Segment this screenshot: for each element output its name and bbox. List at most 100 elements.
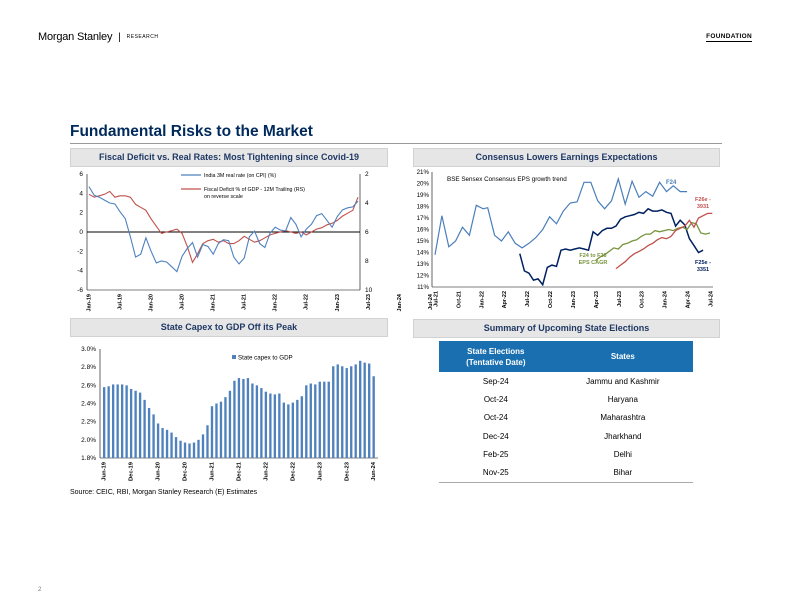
x-tick-label: Oct-21 [456, 291, 462, 308]
y2-tick-label: 4 [365, 200, 369, 207]
legend-label-deficit: on reverse scale [204, 194, 243, 200]
table-row: Sep-24 Jammu and Kashmir [439, 372, 693, 390]
legend-label-capex: State capex to GDP [238, 355, 293, 362]
x-tick-label: Dec-19 [129, 461, 135, 481]
capex-bar [251, 383, 254, 458]
capex-bar [125, 385, 128, 458]
state-name-cell: Bihar [552, 463, 693, 483]
table-row: Oct-24 Haryana [439, 390, 693, 408]
y-tick-label: 20% [417, 181, 430, 188]
y-tick-label: 2.8% [81, 364, 96, 371]
capex-bar [129, 388, 133, 458]
capex-bar [341, 366, 344, 458]
y2-tick-label: 10 [365, 287, 373, 294]
y-tick-label: 15% [417, 238, 430, 245]
y2-tick-label: 2 [365, 171, 369, 178]
state-name-cell: Jammu and Kashmir [586, 376, 660, 386]
x-tick-label: Apr-22 [502, 291, 508, 308]
panel-title-fiscal-deficit: Fiscal Deficit vs. Real Rates: Most Tigh… [70, 148, 388, 167]
series-line-f26 [615, 212, 713, 270]
y-tick-label: 11% [417, 284, 429, 291]
capex-bar [314, 384, 317, 458]
label-f24: F24 [666, 180, 677, 186]
x-tick-label: Apr-23 [594, 291, 600, 308]
capex-bar [309, 383, 312, 458]
capex-bar [237, 378, 241, 458]
x-tick-label: Jun-22 [263, 462, 269, 481]
x-tick-label: Jan-22 [273, 294, 279, 311]
election-date-cell: Sep-24 [482, 376, 509, 386]
x-tick-label: Jul-23 [366, 294, 372, 310]
fiscal-deficit-line [88, 190, 359, 264]
capex-bar [300, 396, 303, 458]
brand-name: Morgan Stanley [38, 31, 113, 43]
x-tick-label: Jun-23 [317, 461, 323, 480]
capex-bar [368, 363, 371, 458]
capex-bar [354, 364, 357, 458]
x-tick-label: Dec-20 [183, 462, 189, 481]
x-tick-label: Jul-21 [433, 291, 439, 307]
capex-bar [282, 402, 286, 458]
legend-swatch-capex [232, 355, 236, 359]
capex-bar [201, 434, 205, 458]
legend-label-real-rate: India 3M real rate (on CPI) (%) [204, 173, 276, 179]
capex-bar [255, 385, 259, 458]
y-tick-label: 2.0% [81, 437, 96, 444]
x-tick-label: Jul-22 [525, 291, 531, 307]
capex-bar [372, 376, 375, 458]
x-tick-label: Jul-23 [617, 291, 623, 307]
panel-title-state-capex: State Capex to GDP Off its Peak [70, 318, 388, 337]
capex-bar [179, 440, 182, 458]
series-line-f25 [519, 207, 704, 287]
label-f26: F26e - [695, 197, 711, 203]
election-date-cell: Feb-25 [483, 450, 509, 460]
y-tick-label: 1.8% [81, 455, 96, 462]
capex-bar [161, 428, 164, 458]
y-tick-label: 14% [417, 250, 430, 257]
capex-bar [107, 386, 110, 458]
capex-bar [152, 414, 155, 458]
label-f25: 3351 [697, 267, 709, 273]
x-tick-label: Jul-24 [708, 290, 714, 307]
capex-bar [291, 402, 294, 458]
capex-bar [111, 384, 115, 458]
x-tick-label: Jan-23 [571, 291, 577, 308]
col-header-date: State Elections (Tentative Date) [439, 341, 553, 372]
capex-bar [345, 368, 348, 458]
state-name-cell: Maharashtra [600, 413, 646, 423]
state-name-cell: Haryana [607, 395, 638, 405]
capex-bar [318, 381, 321, 458]
title-divider [70, 143, 722, 144]
x-tick-label: Jul-24 [428, 293, 434, 310]
x-tick-label: Jan-20 [149, 294, 155, 311]
state-elections-table: State Elections (Tentative Date) States S… [439, 341, 693, 483]
capex-bar [332, 366, 335, 458]
capex-bar [296, 399, 299, 458]
col-header-date-line: (Tentative Date) [466, 357, 526, 367]
label-f26: 3931 [697, 204, 709, 210]
col-header-states: States [552, 341, 693, 372]
y2-tick-label: 6 [365, 229, 369, 236]
capex-bar [336, 364, 339, 458]
y-tick-label: 19% [417, 192, 430, 199]
state-name-cell: Delhi [613, 450, 632, 460]
y-tick-label: -6 [77, 287, 83, 294]
y-tick-label: 3.0% [81, 346, 96, 353]
capex-bar [165, 429, 169, 458]
capex-bar [143, 399, 146, 458]
capex-bar [210, 406, 214, 458]
x-tick-label: Jun-19 [102, 461, 108, 480]
y-tick-label: 2.4% [81, 401, 96, 408]
y2-tick-label: 8 [365, 258, 369, 265]
capex-bar [219, 401, 223, 458]
brand-subtitle: RESEARCH [126, 34, 159, 41]
capex-bar [327, 381, 330, 458]
capex-bar [242, 378, 245, 458]
y-tick-label: 12% [417, 273, 430, 280]
brand-separator: | [118, 32, 121, 43]
y-tick-label: 2.2% [81, 419, 96, 426]
capex-bar [273, 394, 277, 458]
capex-bar [363, 362, 366, 459]
x-tick-label: Jul-21 [242, 294, 248, 310]
